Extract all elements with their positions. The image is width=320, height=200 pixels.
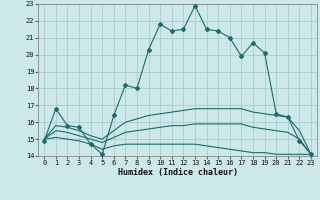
X-axis label: Humidex (Indice chaleur): Humidex (Indice chaleur)	[118, 168, 238, 177]
